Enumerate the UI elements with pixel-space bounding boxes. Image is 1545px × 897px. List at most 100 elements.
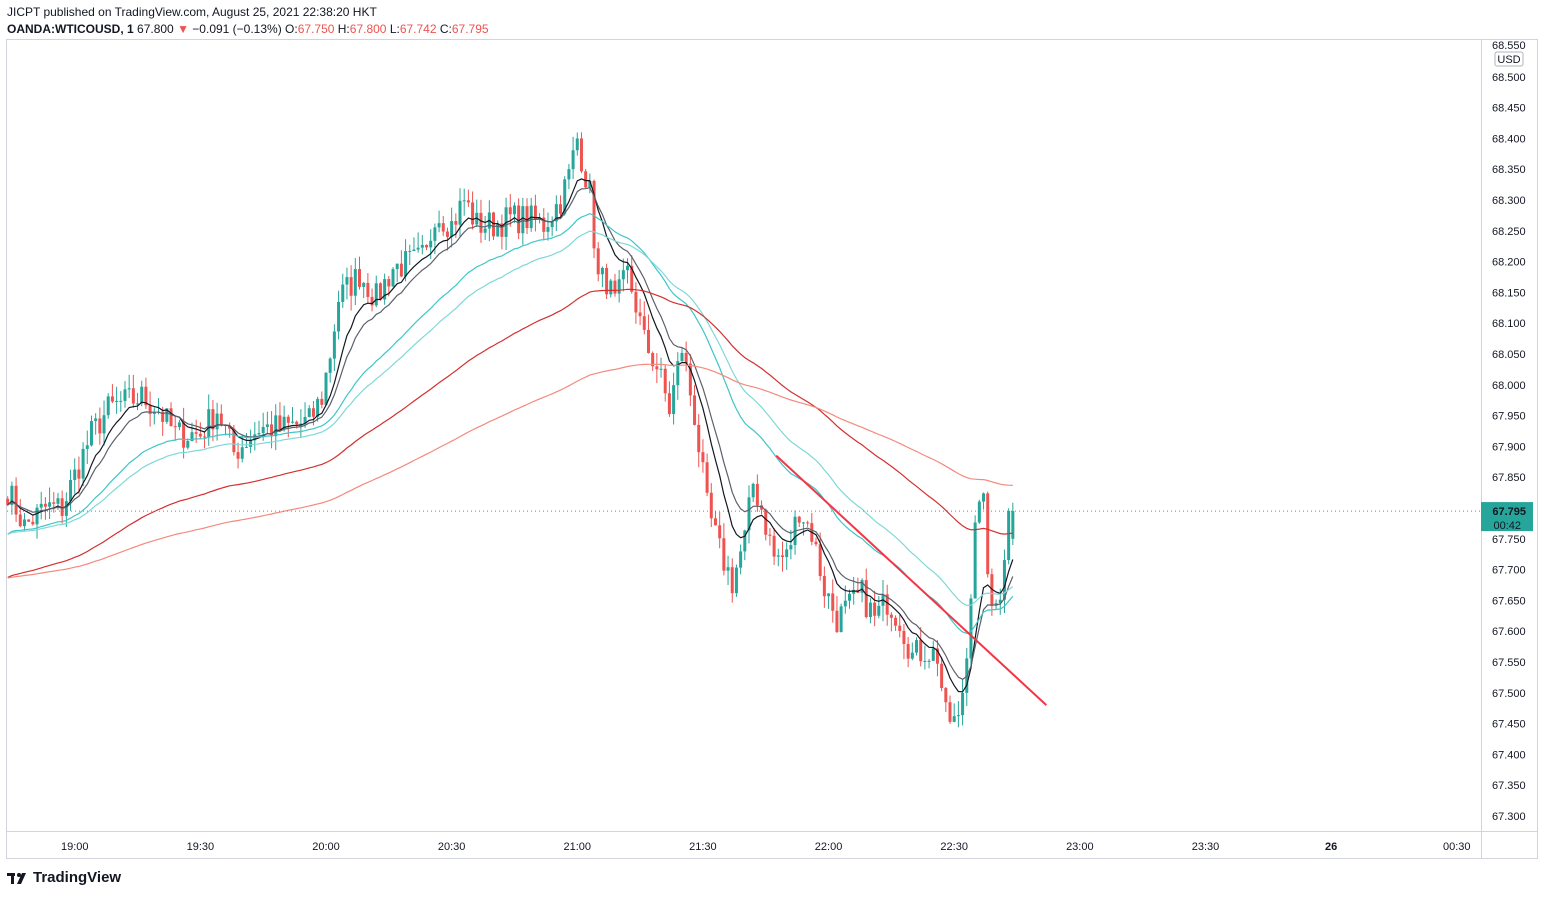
candle-body xyxy=(596,248,600,275)
candle-body xyxy=(85,445,89,449)
candle-body xyxy=(265,424,269,427)
candle-body xyxy=(931,648,935,661)
candle-body xyxy=(730,567,734,594)
candle-body xyxy=(286,416,290,423)
candle-body xyxy=(609,280,613,295)
price-tick-label: 67.450 xyxy=(1492,719,1526,731)
candle-body xyxy=(190,432,194,442)
candle-body xyxy=(554,204,558,222)
candle-body xyxy=(366,282,370,297)
candle-body xyxy=(977,501,981,523)
candle-body xyxy=(600,267,604,275)
candle-body xyxy=(848,593,851,601)
candle-body xyxy=(751,483,755,498)
candle-body xyxy=(701,452,705,463)
price-tick-label: 68.400 xyxy=(1492,133,1526,145)
candle-body xyxy=(592,180,596,249)
candle-body xyxy=(743,530,747,552)
candle-body xyxy=(328,358,332,373)
candle-body xyxy=(445,231,449,237)
candle-body xyxy=(349,277,353,296)
candle-body xyxy=(772,535,776,557)
candle-body xyxy=(990,574,994,606)
candle-body xyxy=(533,205,537,220)
candle-body xyxy=(437,223,441,228)
candle-body xyxy=(6,498,10,505)
candle-body xyxy=(10,485,14,505)
candle-body xyxy=(374,283,378,306)
candle-body xyxy=(940,663,944,688)
candle-body xyxy=(236,452,240,459)
candle-body xyxy=(797,516,801,523)
candle-body xyxy=(311,408,315,417)
candle-body xyxy=(906,643,910,659)
candle-body xyxy=(843,600,847,607)
price-tick-label: 67.750 xyxy=(1492,534,1526,546)
candle-body xyxy=(186,441,190,448)
candle-body xyxy=(290,421,294,423)
candle-body xyxy=(399,263,403,277)
candle-body xyxy=(404,251,408,277)
candle-body xyxy=(550,221,554,228)
candle-body xyxy=(755,483,759,506)
candle-body xyxy=(48,502,52,507)
candle-body xyxy=(868,602,872,618)
candle-body xyxy=(383,279,387,300)
candle-body xyxy=(102,415,106,434)
time-tick-label: 23:30 xyxy=(1192,841,1220,853)
candle-body xyxy=(73,469,77,481)
candle-body xyxy=(316,398,320,417)
candle-body xyxy=(910,652,914,659)
candle-body xyxy=(89,421,93,446)
candle-body xyxy=(140,386,144,404)
current-price-badge xyxy=(1481,502,1533,532)
close-label: C: xyxy=(439,22,452,36)
candle-body xyxy=(358,269,362,287)
candle-body xyxy=(136,403,140,405)
candle-body xyxy=(123,389,127,401)
candle-body xyxy=(412,249,416,251)
candle-body xyxy=(894,617,898,626)
ema-14-line xyxy=(7,187,1014,680)
candle-body xyxy=(877,605,881,616)
candle-body xyxy=(709,492,713,519)
candle-body xyxy=(77,469,81,479)
candle-body xyxy=(22,519,26,527)
candle-body xyxy=(450,221,454,237)
candle-body xyxy=(35,507,39,525)
candle-body xyxy=(362,282,366,287)
candle-body xyxy=(588,180,592,188)
candle-body xyxy=(211,409,215,430)
chart-frame[interactable] xyxy=(6,39,1538,859)
candle-body xyxy=(827,593,831,597)
price-tick-label: 67.950 xyxy=(1492,411,1526,423)
candle-body xyxy=(559,204,563,214)
candle-body xyxy=(521,206,525,234)
candle-body xyxy=(391,269,395,287)
candle-body xyxy=(81,448,85,479)
price-tick-label: 68.300 xyxy=(1492,195,1526,207)
candle-body xyxy=(182,422,186,448)
currency-label: USD xyxy=(1497,54,1520,66)
candle-body xyxy=(479,212,483,233)
candle-body xyxy=(395,263,399,270)
candle-body xyxy=(776,555,780,557)
candle-body xyxy=(500,223,504,237)
candle-body xyxy=(873,602,877,616)
candle-body xyxy=(935,648,939,664)
trendline[interactable] xyxy=(775,454,1048,706)
candle-body xyxy=(198,433,202,437)
candle-body xyxy=(546,227,550,232)
price-tick-label: 67.600 xyxy=(1492,626,1526,638)
candle-body xyxy=(651,353,655,367)
candle-body xyxy=(492,212,496,237)
bar-countdown-label: 00:42 xyxy=(1493,520,1521,532)
candle-body xyxy=(31,521,35,525)
candle-body xyxy=(780,555,784,558)
price-tick-label: 68.350 xyxy=(1492,164,1526,176)
candle-body xyxy=(425,244,429,248)
price-tick-label: 67.400 xyxy=(1492,749,1526,761)
candle-body xyxy=(203,436,207,438)
candle-body xyxy=(835,610,839,632)
